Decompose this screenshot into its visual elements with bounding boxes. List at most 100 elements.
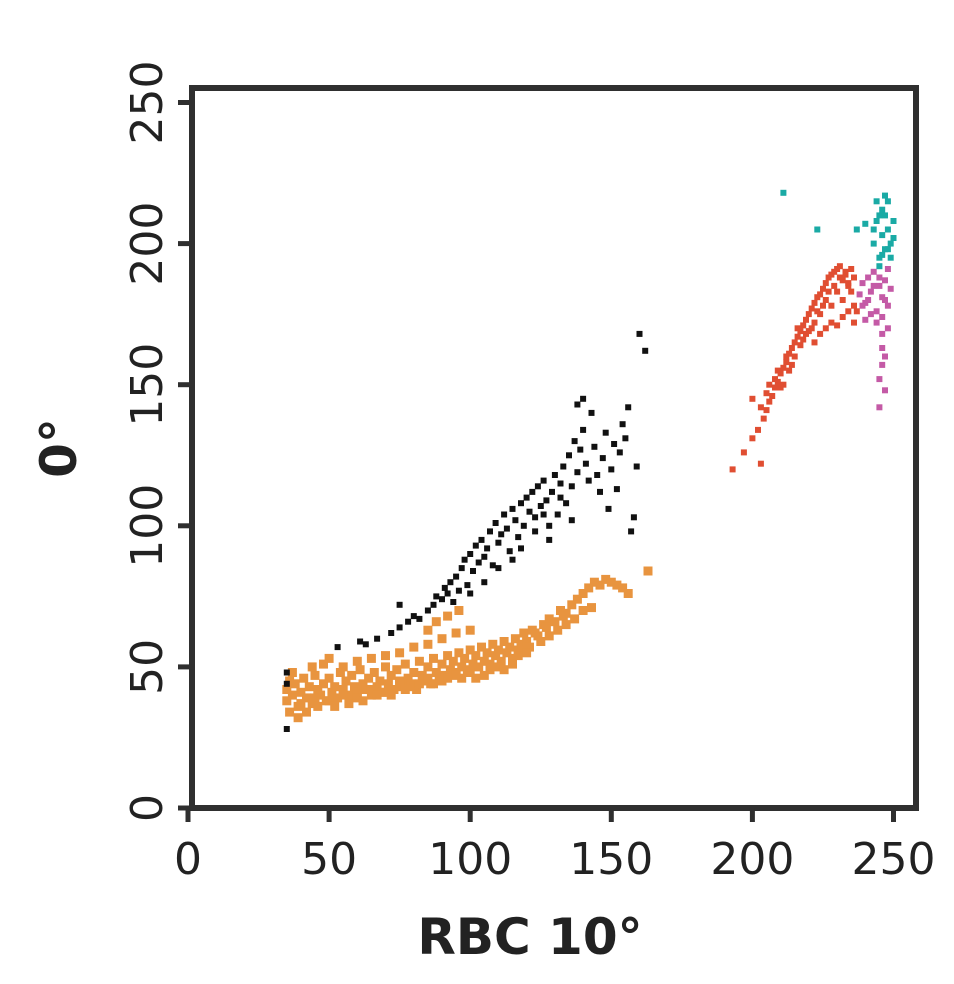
data-point	[613, 486, 620, 493]
data-point	[364, 673, 374, 683]
points-layer	[282, 189, 897, 732]
data-point	[285, 707, 295, 717]
data-point	[508, 659, 517, 669]
data-point	[845, 280, 852, 287]
data-point	[302, 693, 311, 703]
data-point	[431, 617, 441, 627]
data-point	[375, 676, 385, 686]
data-point	[499, 637, 509, 646]
data-point	[862, 220, 869, 227]
data-point	[372, 682, 382, 692]
data-point	[307, 699, 317, 709]
data-point	[851, 319, 857, 326]
data-point	[642, 347, 649, 354]
data-point	[803, 316, 809, 323]
data-point	[822, 280, 829, 287]
data-point	[879, 361, 886, 368]
data-point	[443, 673, 453, 683]
data-point	[633, 463, 640, 470]
data-point	[884, 198, 891, 205]
data-point	[876, 376, 883, 383]
data-point	[836, 263, 843, 270]
data-point	[508, 653, 517, 663]
data-point	[811, 339, 818, 346]
data-point	[848, 266, 855, 272]
data-point	[870, 226, 877, 233]
data-point	[589, 577, 599, 587]
data-point	[856, 291, 863, 298]
data-point	[766, 398, 773, 405]
y-tick-label: 200	[122, 202, 173, 286]
data-point	[437, 676, 447, 686]
y-tick-label: 150	[122, 343, 173, 427]
data-point	[791, 339, 798, 346]
data-point	[369, 668, 379, 677]
data-point	[357, 638, 364, 645]
data-point	[884, 302, 891, 309]
data-point	[584, 583, 594, 593]
data-point	[396, 624, 403, 631]
data-point	[520, 522, 527, 529]
data-point	[546, 536, 553, 543]
data-point	[780, 381, 787, 388]
data-point	[879, 345, 886, 351]
data-point	[550, 617, 560, 627]
data-point	[879, 232, 886, 239]
data-point	[444, 590, 451, 597]
data-point	[324, 673, 334, 683]
data-point	[518, 545, 524, 552]
data-point	[481, 553, 488, 560]
data-point	[454, 606, 464, 615]
data-point	[457, 673, 467, 683]
data-point	[341, 676, 351, 686]
data-point	[510, 634, 520, 644]
data-point	[395, 679, 405, 689]
data-point	[361, 685, 371, 694]
data-point	[599, 455, 606, 462]
data-point	[460, 653, 470, 663]
data-point	[389, 685, 399, 694]
data-point	[606, 577, 616, 587]
data-point	[470, 568, 476, 574]
data-point	[338, 662, 348, 672]
data-point	[381, 687, 390, 697]
data-point	[867, 288, 874, 295]
data-point	[544, 614, 554, 624]
data-point	[859, 302, 866, 309]
data-point	[304, 682, 314, 692]
data-point	[740, 449, 747, 456]
data-point	[433, 593, 440, 600]
data-point	[828, 302, 835, 309]
data-point	[541, 622, 551, 632]
data-point	[769, 393, 776, 399]
data-point	[523, 494, 530, 501]
data-point	[811, 299, 818, 306]
data-point	[851, 274, 857, 281]
data-point	[594, 472, 601, 478]
data-point	[381, 651, 390, 661]
data-point	[536, 637, 546, 646]
data-point	[839, 314, 846, 320]
data-point	[873, 308, 880, 315]
data-point	[772, 384, 778, 391]
data-point	[290, 679, 300, 689]
data-point	[870, 268, 877, 275]
data-point	[887, 254, 894, 261]
data-point	[453, 573, 460, 580]
data-point	[505, 642, 515, 652]
data-point	[597, 488, 603, 495]
data-point	[496, 656, 506, 666]
data-point	[882, 387, 888, 394]
data-point	[582, 460, 589, 467]
data-point	[879, 206, 886, 213]
data-point	[820, 302, 826, 309]
data-point	[763, 390, 770, 397]
data-point	[865, 297, 872, 303]
data-point	[557, 494, 564, 501]
data-point	[417, 670, 427, 680]
data-point	[568, 517, 575, 524]
data-point	[516, 639, 526, 649]
data-point	[324, 653, 334, 663]
data-point	[282, 685, 292, 694]
data-point	[488, 639, 498, 649]
